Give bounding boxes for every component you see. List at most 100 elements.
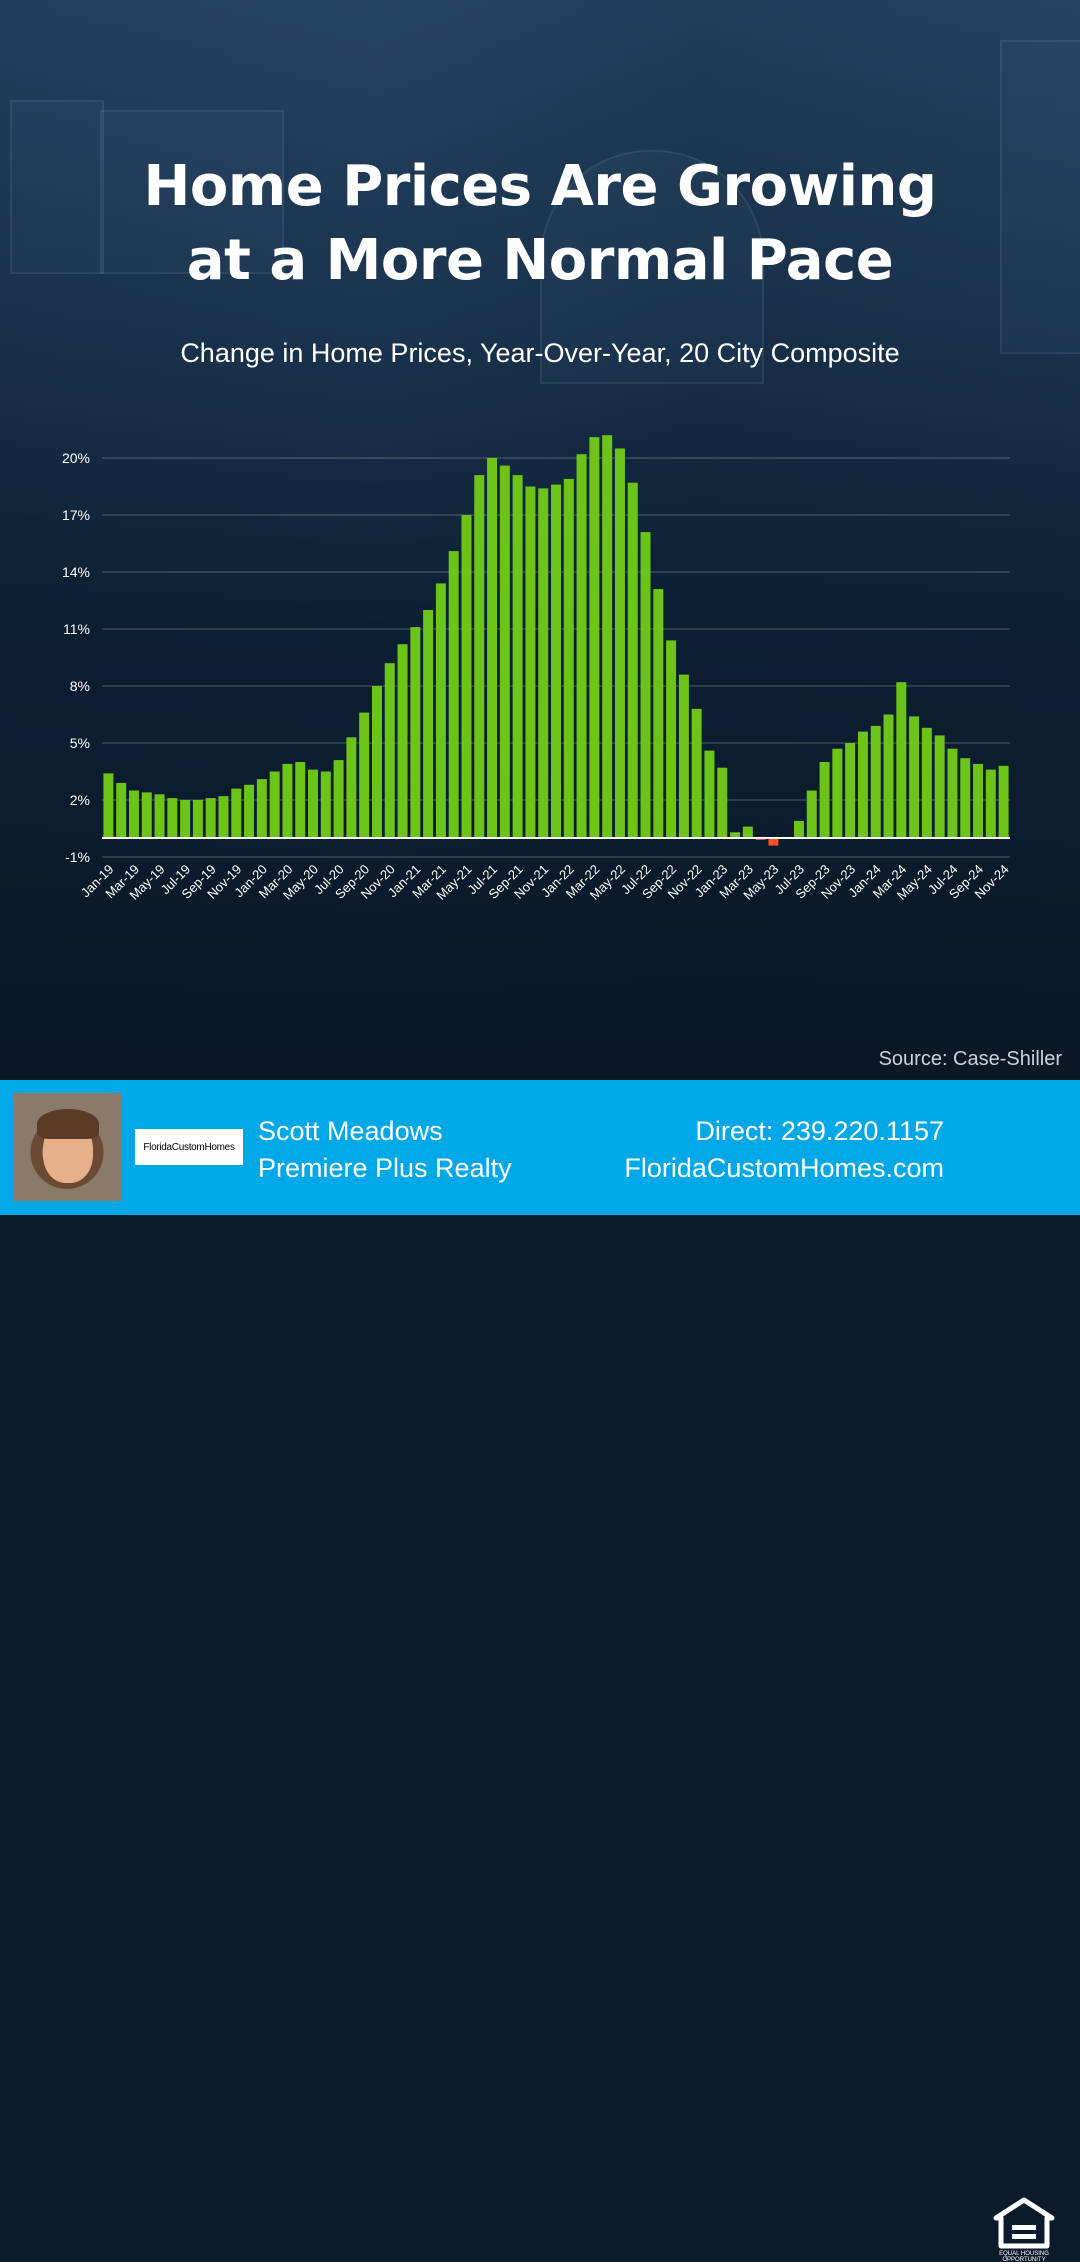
bar [985, 769, 996, 838]
y-tick-label: 20% [62, 450, 90, 466]
bar [499, 465, 510, 838]
bar [704, 750, 715, 838]
y-tick-label: -1% [65, 849, 90, 865]
bar [435, 583, 446, 838]
title-line-2: at a More Normal Pace [186, 228, 894, 293]
y-tick-label: 5% [70, 735, 90, 751]
bar [538, 488, 549, 838]
bar [487, 458, 498, 838]
phone-number[interactable]: Direct: 239.220.1157 [695, 1116, 944, 1146]
chart-subtitle: Change in Home Prices, Year-Over-Year, 2… [180, 338, 900, 368]
chart-title: Home Prices Are Growing at a More Normal… [0, 150, 1080, 298]
bar [371, 686, 382, 838]
bar [295, 762, 306, 838]
bar [167, 798, 178, 838]
bar [973, 763, 984, 838]
bar [218, 796, 229, 838]
bar [883, 714, 894, 838]
bar [896, 682, 907, 838]
agent-name: Scott Meadows [258, 1116, 443, 1146]
house-window-mid [100, 110, 284, 274]
title-line-1: Home Prices Are Growing [143, 154, 937, 219]
bar [205, 798, 216, 838]
bar [256, 779, 267, 838]
agent-info: Scott Meadows Premiere Plus Realty [258, 1113, 512, 1187]
bar [231, 788, 242, 838]
bar [845, 743, 856, 838]
bar [448, 551, 459, 838]
bar [423, 610, 434, 838]
bar [921, 727, 932, 838]
bar [653, 589, 664, 838]
bar [333, 760, 344, 838]
bar [525, 486, 536, 838]
bar [614, 448, 625, 838]
bar [832, 748, 843, 838]
contact-info: Direct: 239.220.1157 FloridaCustomHomes.… [624, 1113, 944, 1187]
y-tick-label: 11% [63, 621, 90, 637]
y-tick-label: 2% [70, 792, 90, 808]
footer-bar: EQUAL HOUSING OPPORTUNITY [0, 1080, 1080, 2262]
website-link[interactable]: FloridaCustomHomes.com [624, 1153, 944, 1183]
bar [678, 674, 689, 838]
company-logo: FloridaCustomHomes [135, 1129, 243, 1165]
bar [576, 454, 587, 838]
house-window-right [1000, 40, 1080, 354]
bar [768, 838, 779, 846]
y-axis-ticks: -1% 2% 5% 8% 11% 14% 17% 20% [62, 450, 90, 865]
bar [116, 782, 127, 838]
bar [563, 478, 574, 838]
bar [461, 515, 472, 838]
x-axis-ticks: Jan-19Mar-19May-19Jul-19Sep-19Nov-19Jan-… [78, 862, 1012, 903]
bar [192, 800, 203, 838]
bar [742, 826, 753, 838]
bar [793, 820, 804, 838]
bar [154, 794, 165, 838]
bar [512, 475, 523, 838]
bar [320, 771, 331, 838]
bar [627, 482, 638, 838]
equal-housing-opportunity-icon: EQUAL HOUSING OPPORTUNITY [993, 2197, 1055, 2262]
y-tick-label: 14% [62, 564, 90, 580]
bar [141, 792, 152, 838]
bar [870, 725, 881, 838]
agent-photo [13, 1093, 121, 1201]
brokerage-name: Premiere Plus Realty [258, 1153, 512, 1183]
bar [180, 800, 191, 838]
bar [397, 644, 408, 838]
bar [384, 663, 395, 838]
bar [666, 640, 677, 838]
bar [998, 765, 1009, 838]
bar [308, 769, 319, 838]
house-door [540, 150, 764, 384]
bar [244, 784, 255, 838]
bar [717, 767, 728, 838]
house-window-left [10, 100, 104, 274]
bar [359, 712, 370, 838]
background-photo [0, 0, 1080, 1080]
y-tick-label: 8% [70, 678, 90, 694]
bar [730, 832, 741, 838]
bar [857, 731, 868, 838]
source-note: Source: Case-Shiller [878, 1048, 1062, 1070]
bar [947, 748, 958, 838]
bar [474, 475, 485, 838]
bar [589, 437, 600, 838]
bar [551, 484, 561, 838]
bar [128, 790, 139, 838]
bar [806, 790, 817, 838]
bar [103, 773, 114, 838]
bar [819, 762, 830, 838]
bar [282, 763, 293, 838]
bar-chart: -1% 2% 5% 8% 11% 14% 17% 20% Jan-19Mar-19May-19… [62, 435, 1012, 903]
bar [909, 716, 920, 838]
y-tick-label: 17% [62, 507, 90, 523]
svg-text:OPPORTUNITY: OPPORTUNITY [1002, 2257, 1045, 2262]
bars [103, 435, 1009, 846]
bar [640, 532, 651, 838]
bar [960, 758, 971, 838]
bar [410, 627, 421, 838]
agent-hair [37, 1109, 99, 1139]
bar [602, 435, 613, 838]
bar [691, 708, 702, 838]
